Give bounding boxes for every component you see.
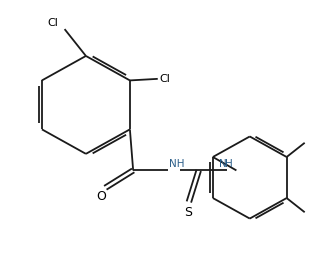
Text: NH: NH bbox=[169, 159, 185, 169]
Text: Cl: Cl bbox=[47, 18, 58, 27]
Text: N: N bbox=[219, 159, 227, 169]
Text: Cl: Cl bbox=[159, 74, 170, 84]
Text: S: S bbox=[184, 206, 192, 219]
Text: H: H bbox=[225, 159, 233, 169]
Text: O: O bbox=[96, 190, 106, 203]
